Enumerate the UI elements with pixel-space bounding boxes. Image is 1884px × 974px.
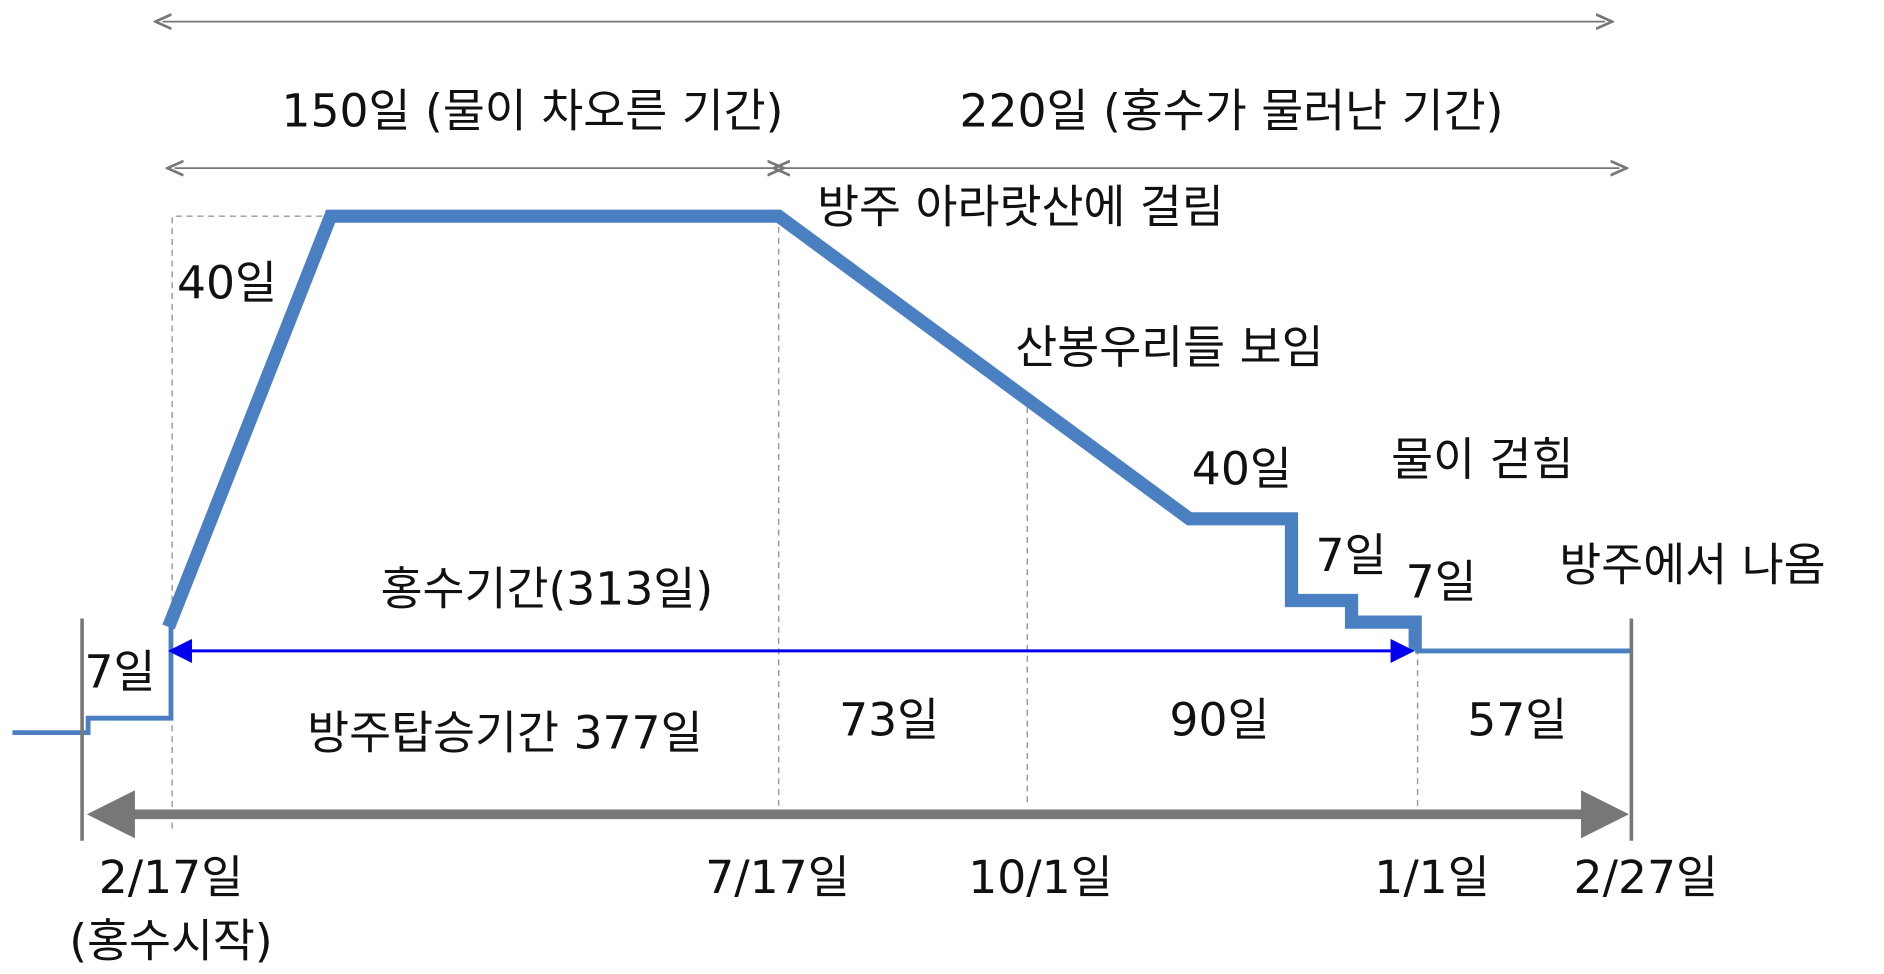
duration-label: 7일: [84, 645, 155, 698]
duration-label: 73일: [839, 693, 939, 746]
duration-label: 7일: [1316, 529, 1387, 582]
dashed-guides: [171, 215, 1419, 829]
date-label: 2/27일: [1574, 851, 1718, 904]
date-label: 2/17일: [99, 851, 243, 904]
duration-label: 90일: [1169, 693, 1269, 746]
arrows: [163, 22, 1620, 169]
event-label: 방주에서 나옴: [1559, 539, 1825, 592]
pre-flood-line: [12, 624, 174, 736]
date-label: (홍수시작): [69, 914, 273, 967]
date-label: 7/17일: [705, 851, 849, 904]
duration-label: 57일: [1467, 693, 1567, 746]
water-level-line: [162, 209, 1422, 651]
period-label: 150일 (물이 차오른 기간): [281, 85, 783, 138]
duration-label: 7일: [1406, 555, 1477, 608]
date-label: 10/1일: [968, 851, 1112, 904]
duration-label: 방주탑승기간 377일: [307, 707, 702, 760]
duration-label: 홍수기간(313일): [381, 563, 714, 616]
event-label: 산봉우리들 보임: [1015, 321, 1323, 374]
date-label: 1/1일: [1374, 851, 1489, 904]
event-label: 물이 걷힘: [1391, 433, 1573, 486]
period-label: 220일 (홍수가 물러난 기간): [959, 85, 1503, 138]
event-label: 방주 아라랏산에 걸림: [817, 181, 1224, 234]
duration-label: 40일: [177, 256, 277, 309]
duration-label: 40일: [1192, 442, 1292, 495]
